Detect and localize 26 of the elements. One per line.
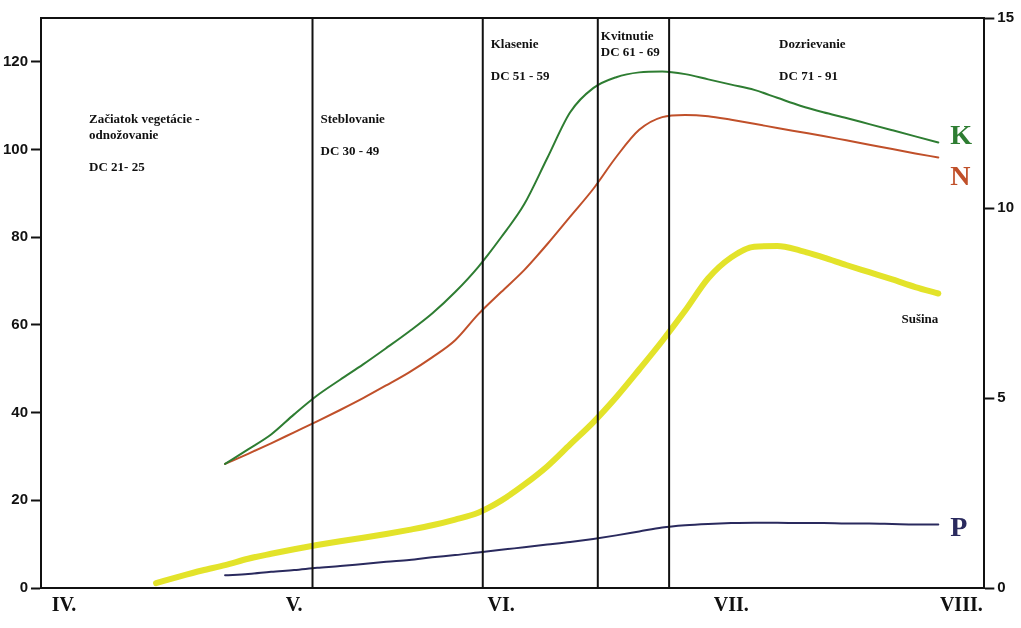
y2-tick-label: 10 — [997, 198, 1014, 216]
y-tick-label: 100 — [3, 139, 29, 157]
y-tick-label: 120 — [3, 51, 29, 69]
text: Dozrievanie DC 71 - 91 — [779, 35, 846, 83]
x-tick-label: IV. — [51, 593, 77, 616]
series-label: Sušina — [901, 310, 939, 326]
series-label: K — [950, 118, 973, 150]
series-label: N — [950, 159, 971, 191]
y-tick-label: 20 — [11, 490, 29, 508]
text: Začiatok vegetácie - odnožovanie DC 21- 25 — [89, 110, 200, 174]
y-tick-label: 60 — [11, 315, 29, 333]
x-tick-label: VII. — [713, 593, 749, 616]
text: Steblovanie DC 30 - 49 — [320, 110, 385, 158]
annotation: Kvitnutie DC 61 - 69 — [600, 27, 661, 59]
y-tick-label: 40 — [11, 402, 29, 420]
text: Klasenie DC 51 - 59 — [490, 35, 550, 83]
y-tick-label: 80 — [11, 227, 29, 245]
line-series — [224, 521, 940, 577]
y-tick-label: 0 — [19, 578, 29, 596]
x-tick-label: V. — [285, 593, 303, 616]
y2-tick-label: 5 — [997, 388, 1006, 406]
y2-tick-label: 15 — [997, 8, 1014, 26]
x-tick-label: VIII. — [939, 593, 983, 616]
x-tick-label: VI. — [487, 593, 515, 616]
y2-tick-label: 0 — [997, 578, 1006, 596]
series-label: P — [950, 510, 968, 542]
